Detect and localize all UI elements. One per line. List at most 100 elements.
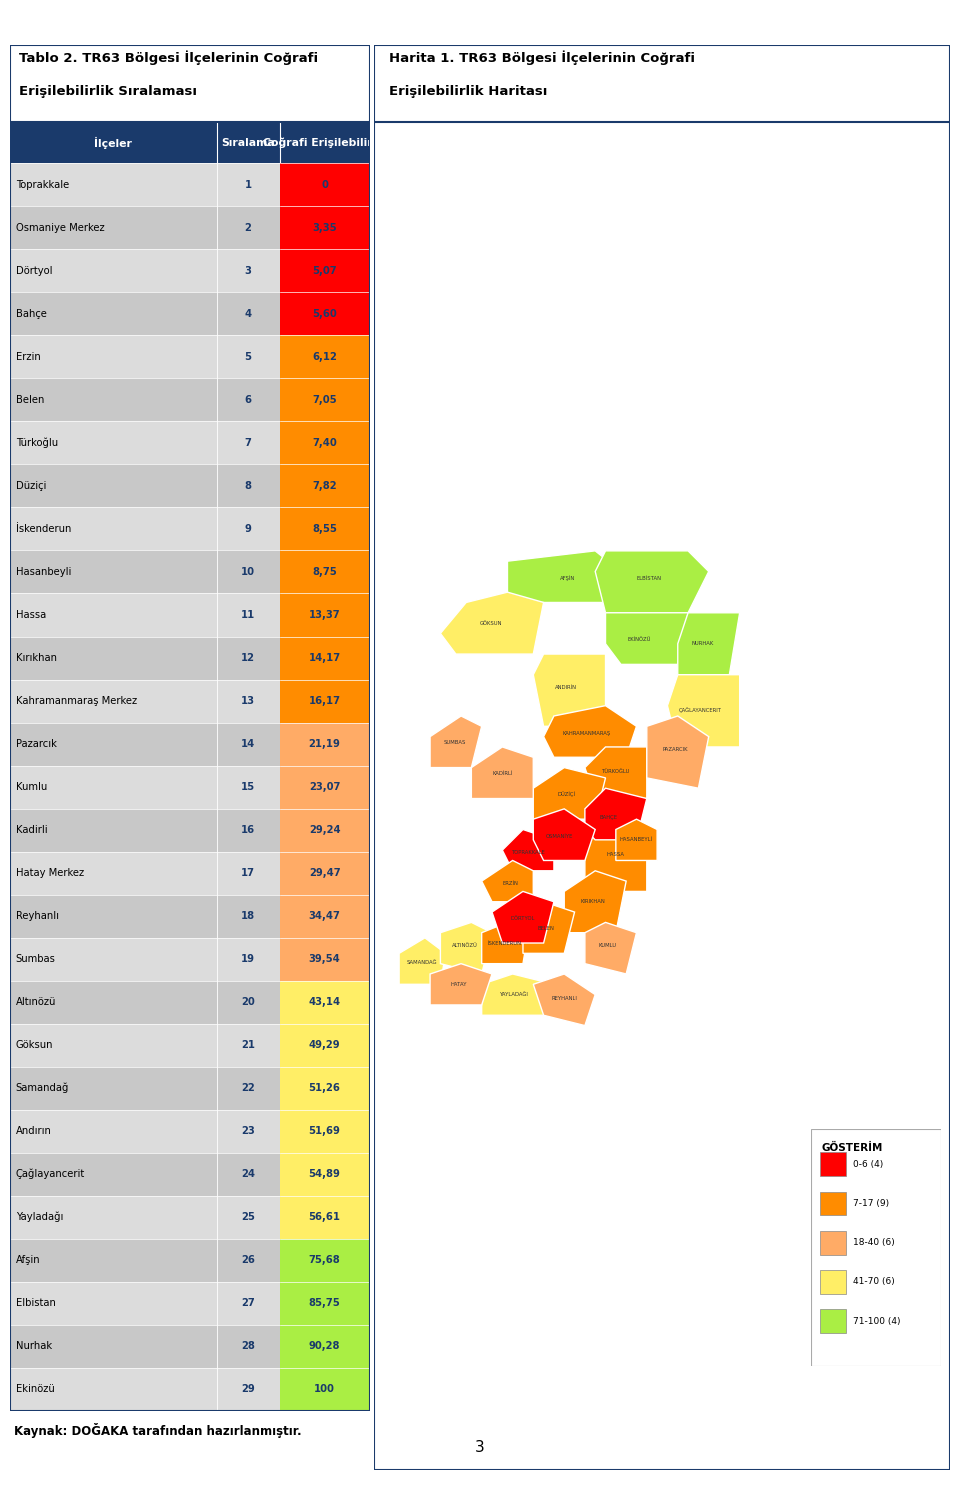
Text: HATAY: HATAY [451,982,468,988]
Text: 100: 100 [314,1384,335,1394]
Text: GÖKSUN: GÖKSUN [480,621,502,625]
Text: 8,75: 8,75 [312,567,337,578]
Polygon shape [534,768,606,820]
Text: Toprakkale: Toprakkale [15,180,69,190]
Text: 15: 15 [241,783,255,792]
Text: Coğrafi Erişilebilirlik: Coğrafi Erişilebilirlik [263,137,387,148]
Text: 2: 2 [245,223,252,233]
Text: DÖRTYOL: DÖRTYOL [511,916,535,921]
Text: 14: 14 [241,740,255,748]
Polygon shape [534,653,606,726]
Text: TÜRKOĞLU: TÜRKOĞLU [602,769,630,774]
Text: ANDIRİN: ANDIRİN [555,685,577,689]
Text: 7,40: 7,40 [312,438,337,448]
Polygon shape [585,789,647,841]
Text: 0-6 (4): 0-6 (4) [852,1160,883,1169]
Text: 6: 6 [245,395,252,405]
Text: 3: 3 [245,266,252,276]
Text: 8,55: 8,55 [312,524,337,535]
Text: Altınözü: Altınözü [15,996,57,1007]
Bar [820,1191,846,1215]
Text: 7,82: 7,82 [312,481,337,492]
Polygon shape [534,809,595,860]
Polygon shape [430,964,492,1005]
Polygon shape [430,716,482,768]
Text: KIRIKHAN: KIRIKHAN [581,900,606,904]
Text: ALTINÖZÜ: ALTINÖZÜ [452,943,478,947]
Text: 34,47: 34,47 [309,912,341,921]
Text: 23,07: 23,07 [309,783,340,792]
Text: 0: 0 [322,180,328,190]
Polygon shape [543,705,636,757]
Text: SUMBAS: SUMBAS [444,741,466,745]
Text: Sıralama: Sıralama [221,138,275,147]
Polygon shape [471,747,534,799]
Text: 27: 27 [241,1298,255,1308]
Text: Dörtyol: Dörtyol [15,266,52,276]
Text: 9: 9 [245,524,252,535]
Text: 5,60: 5,60 [312,309,337,319]
Polygon shape [564,870,626,933]
Text: 90,28: 90,28 [309,1341,341,1351]
Text: Kahramanmaraş Merkez: Kahramanmaraş Merkez [15,696,137,705]
Text: 56,61: 56,61 [308,1212,341,1222]
Text: Yayladağı: Yayladağı [15,1212,63,1222]
Text: 43,14: 43,14 [308,996,341,1007]
Polygon shape [399,939,445,985]
Text: PAZARCIK: PAZARCIK [663,747,688,751]
Text: İlçeler: İlçeler [94,137,132,148]
Text: Türkoğlu: Türkoğlu [15,438,58,448]
Text: BAHÇE: BAHÇE [600,815,618,820]
Text: ELBİSTAN: ELBİSTAN [636,576,661,581]
Text: 85,75: 85,75 [309,1298,341,1308]
Text: İSKENDERUN: İSKENDERUN [488,940,521,946]
Text: 24: 24 [241,1169,255,1179]
Polygon shape [508,551,621,603]
Text: 18-40 (6): 18-40 (6) [852,1238,895,1247]
Polygon shape [595,551,708,613]
Text: REYHANLI: REYHANLI [551,996,577,1001]
Text: 16: 16 [241,826,255,835]
Text: 28: 28 [241,1341,255,1351]
Text: Osmaniye Merkez: Osmaniye Merkez [15,223,105,233]
Text: 3,35: 3,35 [312,223,337,233]
Text: ERZİN: ERZİN [503,881,518,885]
Text: 1: 1 [245,180,252,190]
Text: Pazarcık: Pazarcık [15,740,57,748]
Text: 25: 25 [241,1212,255,1222]
Text: 13: 13 [241,696,255,705]
Bar [820,1310,846,1334]
Text: Kadirli: Kadirli [15,826,47,835]
Text: Göksun: Göksun [15,1040,54,1050]
Text: Ekinözü: Ekinözü [15,1384,55,1394]
Text: 8: 8 [245,481,252,492]
Text: 21: 21 [241,1040,255,1050]
Text: 7-17 (9): 7-17 (9) [852,1198,889,1207]
Text: 7,05: 7,05 [312,395,337,405]
Text: SAMANDAĞ: SAMANDAĞ [407,961,437,965]
Polygon shape [523,901,574,953]
Polygon shape [441,593,543,653]
Polygon shape [616,820,657,860]
Text: TOPRAKKALE: TOPRAKKALE [513,849,546,855]
Text: 20: 20 [241,996,255,1007]
Text: 17: 17 [241,869,255,878]
Text: 5: 5 [245,352,252,362]
Polygon shape [482,974,554,1016]
Text: 49,29: 49,29 [309,1040,341,1050]
Text: AFŞİN: AFŞİN [560,575,575,581]
Text: Düziçi: Düziçi [15,481,46,492]
Text: 41-70 (6): 41-70 (6) [852,1277,895,1286]
Text: Hasanbeyli: Hasanbeyli [15,567,71,578]
Polygon shape [502,830,554,870]
Text: 29: 29 [241,1384,255,1394]
Text: Kırıkhan: Kırıkhan [15,653,57,662]
Polygon shape [492,891,554,943]
Text: 14,17: 14,17 [308,653,341,662]
Text: HASSA: HASSA [607,852,625,857]
Text: 3: 3 [475,1440,485,1455]
Text: Belen: Belen [15,395,44,405]
Text: HASANBEYLİ: HASANBEYLİ [620,838,653,842]
Text: 16,17: 16,17 [308,696,341,705]
Text: Kumlu: Kumlu [15,783,47,792]
